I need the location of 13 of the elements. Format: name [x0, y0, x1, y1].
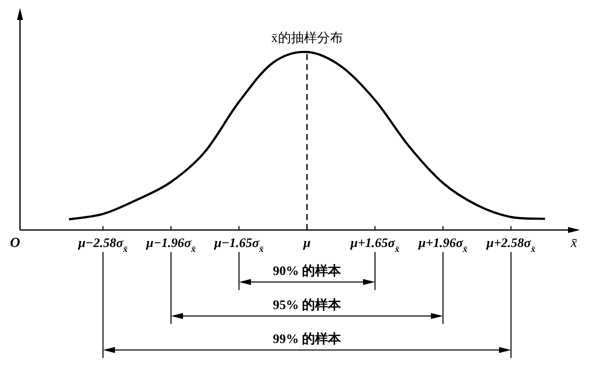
x-tick-label: μ−1.96σ$_{x̄}$: [145, 235, 196, 254]
text: 90% 的样本: [272, 263, 342, 278]
x-tick-label: μ−1.65σ$_{x̄}$: [213, 235, 264, 254]
text: O: [10, 236, 20, 251]
x-tick-label: μ+2.58σ$_{x̄}$: [486, 235, 536, 254]
text: 95% 的样本: [272, 297, 342, 312]
x-axis-title: x̄: [570, 236, 578, 251]
x-tick-label: μ+1.65σ$_{x̄}$: [350, 235, 400, 254]
x-tick-label: μ+1.96σ$_{x̄}$: [418, 235, 468, 254]
series-label: x̄的抽样分布: [271, 30, 343, 45]
x-tick-label: μ: [302, 235, 311, 250]
text: 99% 的样本: [272, 331, 342, 346]
x-tick-label: μ−2.58σ$_{x̄}$: [77, 235, 128, 254]
